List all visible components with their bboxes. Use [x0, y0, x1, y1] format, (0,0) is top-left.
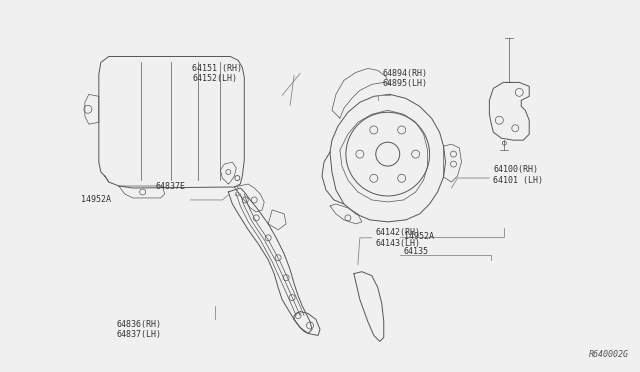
Text: 64151 (RH)
64152(LH): 64151 (RH) 64152(LH)	[193, 64, 243, 83]
Text: 64894(RH)
64895(LH): 64894(RH) 64895(LH)	[383, 69, 428, 88]
Text: 64100(RH)
64101 (LH): 64100(RH) 64101 (LH)	[493, 165, 543, 185]
Text: 64837E: 64837E	[156, 183, 186, 192]
Text: 14952A: 14952A	[404, 232, 434, 241]
Text: 14952A: 14952A	[81, 195, 111, 205]
Text: R640002G: R640002G	[589, 350, 629, 359]
Text: 64836(RH)
64837(LH): 64836(RH) 64837(LH)	[116, 320, 161, 339]
Text: 64142(RH)
64143(LH): 64142(RH) 64143(LH)	[376, 228, 420, 247]
Text: 64135: 64135	[404, 247, 429, 256]
